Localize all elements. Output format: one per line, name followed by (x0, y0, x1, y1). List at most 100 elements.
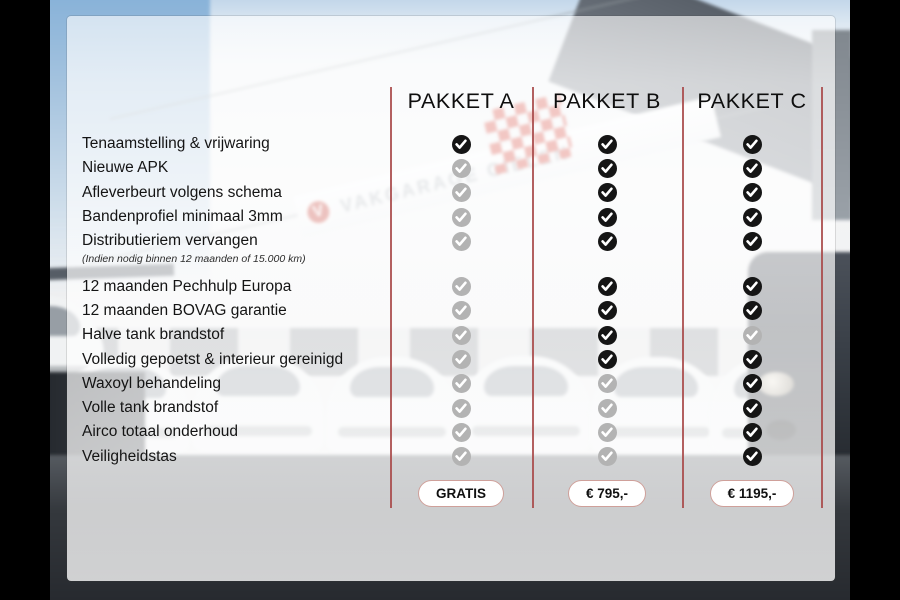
feature-row: Tenaamstelling & vrijwaring (82, 132, 822, 156)
check-excluded-icon (597, 447, 617, 467)
price-button-a[interactable]: GRATIS (418, 480, 504, 507)
check-included-icon (742, 158, 762, 178)
check-excluded-icon (451, 325, 471, 345)
feature-note: (Indien nodig binnen 12 maanden of 15.00… (82, 252, 306, 265)
check-excluded-icon (451, 398, 471, 418)
feature-label: Halve tank brandstof (82, 326, 225, 344)
check-included-icon (597, 207, 617, 227)
feature-label: 12 maanden BOVAG garantie (82, 301, 287, 319)
check-excluded-icon (597, 422, 617, 442)
feature-label-cell: Halve tank brandstof (82, 326, 390, 344)
feature-label-cell: 12 maanden Pechhulp Europa (82, 278, 390, 296)
check-cell (682, 420, 822, 444)
check-cell (532, 347, 682, 371)
price-row: GRATIS € 795,- € 1195,- (390, 480, 822, 507)
check-cell (532, 372, 682, 396)
check-excluded-icon (451, 207, 471, 227)
feature-row: Veiligheidstas (82, 445, 822, 469)
check-included-icon (742, 301, 762, 321)
feature-row: Waxoyl behandeling (82, 372, 822, 396)
check-excluded-icon (451, 277, 471, 297)
check-cell (390, 299, 532, 323)
feature-label: Afleverbeurt volgens schema (82, 183, 282, 201)
feature-table: Tenaamstelling & vrijwaring Nieuwe APK Afl… (82, 132, 822, 469)
check-cell (682, 299, 822, 323)
check-included-icon (742, 422, 762, 442)
feature-label-cell: Nieuwe APK (82, 159, 390, 177)
feature-label: 12 maanden Pechhulp Europa (82, 277, 292, 295)
feature-label: Waxoyl behandeling (82, 374, 222, 392)
check-excluded-icon (742, 325, 762, 345)
column-divider (532, 87, 534, 508)
check-included-icon (597, 301, 617, 321)
check-cell (532, 274, 682, 298)
feature-label: Nieuwe APK (82, 159, 169, 177)
check-excluded-icon (597, 398, 617, 418)
feature-row: Afleverbeurt volgens schema (82, 181, 822, 205)
feature-label: Veiligheidstas (82, 447, 177, 465)
check-included-icon (742, 183, 762, 203)
check-cell (390, 229, 532, 253)
column-divider (390, 87, 392, 508)
check-included-icon (597, 183, 617, 203)
check-included-icon (742, 350, 762, 370)
feature-row: Airco totaal onderhoud (82, 420, 822, 444)
price-button-c[interactable]: € 1195,- (709, 480, 795, 507)
price-button-b[interactable]: € 795,- (567, 480, 647, 507)
check-cell (390, 323, 532, 347)
feature-row: Volle tank brandstof (82, 396, 822, 420)
check-cell (532, 156, 682, 180)
check-included-icon (742, 398, 762, 418)
price-cell: € 795,- (532, 480, 682, 507)
check-cell (532, 323, 682, 347)
check-cell (682, 132, 822, 156)
check-cell (532, 181, 682, 205)
check-cell (390, 347, 532, 371)
check-included-icon (597, 277, 617, 297)
feature-label-cell: Afleverbeurt volgens schema (82, 184, 390, 202)
feature-row: Volledig gepoetst & interieur gereinigd (82, 347, 822, 371)
check-included-icon (597, 134, 617, 154)
check-cell (682, 323, 822, 347)
check-cell (682, 205, 822, 229)
feature-label: Airco totaal onderhoud (82, 423, 238, 441)
check-cell (532, 445, 682, 469)
check-cell (532, 205, 682, 229)
check-cell (532, 132, 682, 156)
check-included-icon (742, 277, 762, 297)
check-cell (532, 420, 682, 444)
check-excluded-icon (451, 183, 471, 203)
feature-label-cell: Bandenprofiel minimaal 3mm (82, 208, 390, 226)
check-included-icon (597, 350, 617, 370)
check-excluded-icon (451, 301, 471, 321)
check-cell (532, 396, 682, 420)
feature-label-cell: Volledig gepoetst & interieur gereinigd (82, 351, 390, 369)
column-divider (682, 87, 684, 508)
feature-row: 12 maanden BOVAG garantie (82, 299, 822, 323)
check-excluded-icon (597, 374, 617, 394)
check-excluded-icon (451, 374, 471, 394)
feature-row: Distributieriem vervangen (82, 229, 822, 253)
feature-label-cell: Tenaamstelling & vrijwaring (82, 135, 390, 153)
package-header-c: PAKKET C (697, 88, 807, 113)
package-header-b: PAKKET B (553, 88, 661, 113)
check-cell (682, 181, 822, 205)
check-cell (682, 229, 822, 253)
feature-label-cell: Volle tank brandstof (82, 399, 390, 417)
feature-label-cell: Airco totaal onderhoud (82, 423, 390, 441)
feature-label: Bandenprofiel minimaal 3mm (82, 208, 283, 226)
check-cell (532, 229, 682, 253)
price-cell: € 1195,- (682, 480, 822, 507)
check-cell (390, 181, 532, 205)
feature-row: 12 maanden Pechhulp Europa (82, 274, 822, 298)
feature-label: Volledig gepoetst & interieur gereinigd (82, 350, 344, 368)
package-header-row: PAKKET A PAKKET B PAKKET C (390, 86, 822, 116)
check-cell (682, 156, 822, 180)
check-excluded-icon (451, 422, 471, 442)
package-header-a: PAKKET A (407, 88, 515, 113)
check-cell (390, 205, 532, 229)
check-cell (532, 299, 682, 323)
check-included-icon (742, 134, 762, 154)
check-included-icon (742, 231, 762, 251)
check-cell (390, 156, 532, 180)
